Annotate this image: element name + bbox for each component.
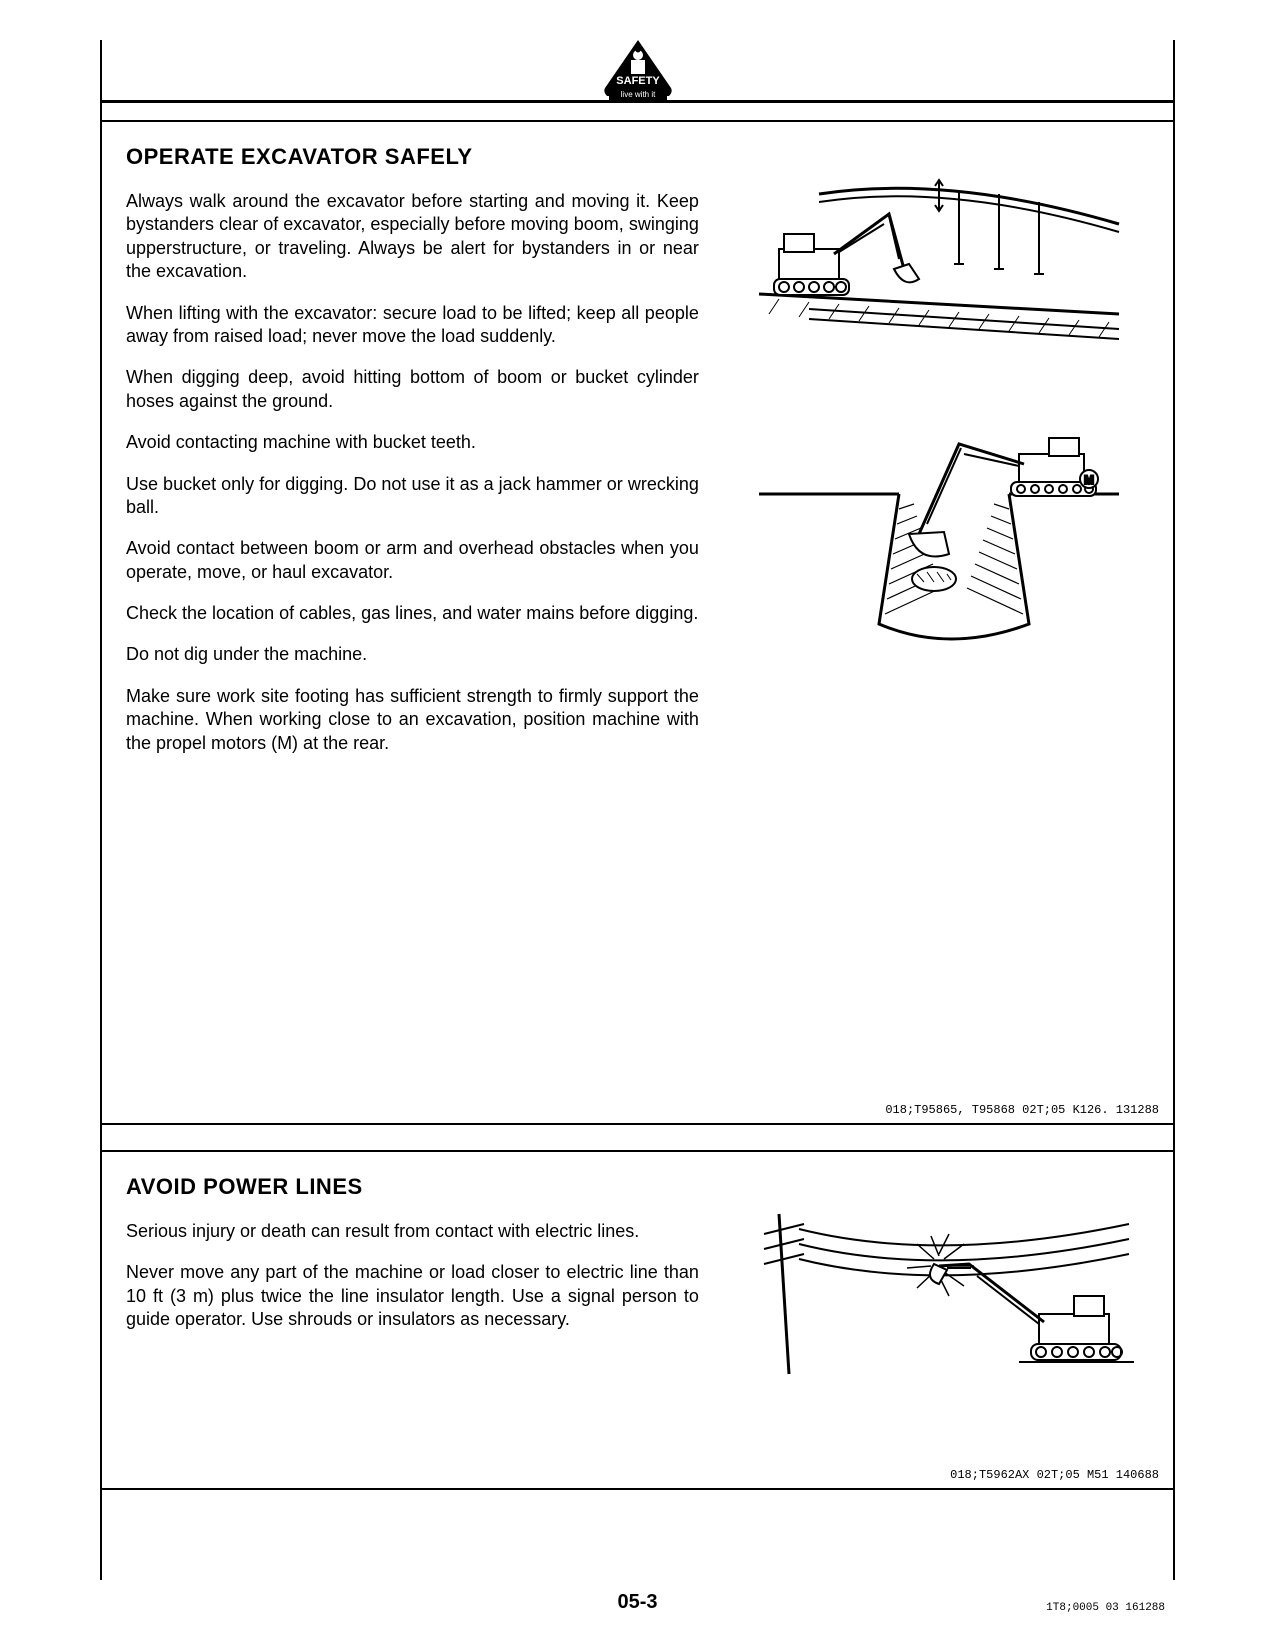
para: Use bucket only for digging. Do not use …: [126, 473, 699, 520]
section-operate-excavator: OPERATE EXCAVATOR SAFELY Always walk aro…: [100, 120, 1175, 1125]
footer-code: 1T8;0005 03 161288: [1046, 1602, 1165, 1614]
section2-ref-code: 018;T5962AX 02T;05 M51 140688: [950, 1468, 1159, 1482]
para: Do not dig under the machine.: [126, 643, 699, 666]
para: Check the location of cables, gas lines,…: [126, 602, 699, 625]
svg-text:live with it: live with it: [620, 90, 655, 99]
para: Avoid contact between boom or arm and ov…: [126, 537, 699, 584]
illustration-power-lines-icon: [739, 1194, 1139, 1394]
section1-title: OPERATE EXCAVATOR SAFELY: [126, 144, 699, 170]
para: When digging deep, avoid hitting bottom …: [126, 366, 699, 413]
para: When lifting with the excavator: secure …: [126, 302, 699, 349]
svg-text:M: M: [1084, 473, 1094, 487]
section2-title: AVOID POWER LINES: [126, 1174, 699, 1200]
para: Make sure work site footing has sufficie…: [126, 685, 699, 755]
section1-text: OPERATE EXCAVATOR SAFELY Always walk aro…: [126, 144, 699, 773]
section-avoid-power-lines: AVOID POWER LINES Serious injury or deat…: [100, 1150, 1175, 1490]
para: Serious injury or death can result from …: [126, 1220, 699, 1243]
illustration-trench-icon: M: [749, 424, 1129, 654]
section2-text: AVOID POWER LINES Serious injury or deat…: [126, 1174, 699, 1394]
illustration-overpass-icon: [749, 164, 1129, 384]
svg-text:SAFETY: SAFETY: [616, 75, 660, 87]
para: Never move any part of the machine or lo…: [126, 1261, 699, 1331]
safety-badge-icon: SAFETY live with it: [601, 38, 675, 109]
para: Always walk around the excavator before …: [126, 190, 699, 284]
section1-ref-code: 018;T95865, T95868 02T;05 K126. 131288: [885, 1103, 1159, 1117]
page-number: 05-3: [617, 1591, 657, 1614]
para: Avoid contacting machine with bucket tee…: [126, 431, 699, 454]
